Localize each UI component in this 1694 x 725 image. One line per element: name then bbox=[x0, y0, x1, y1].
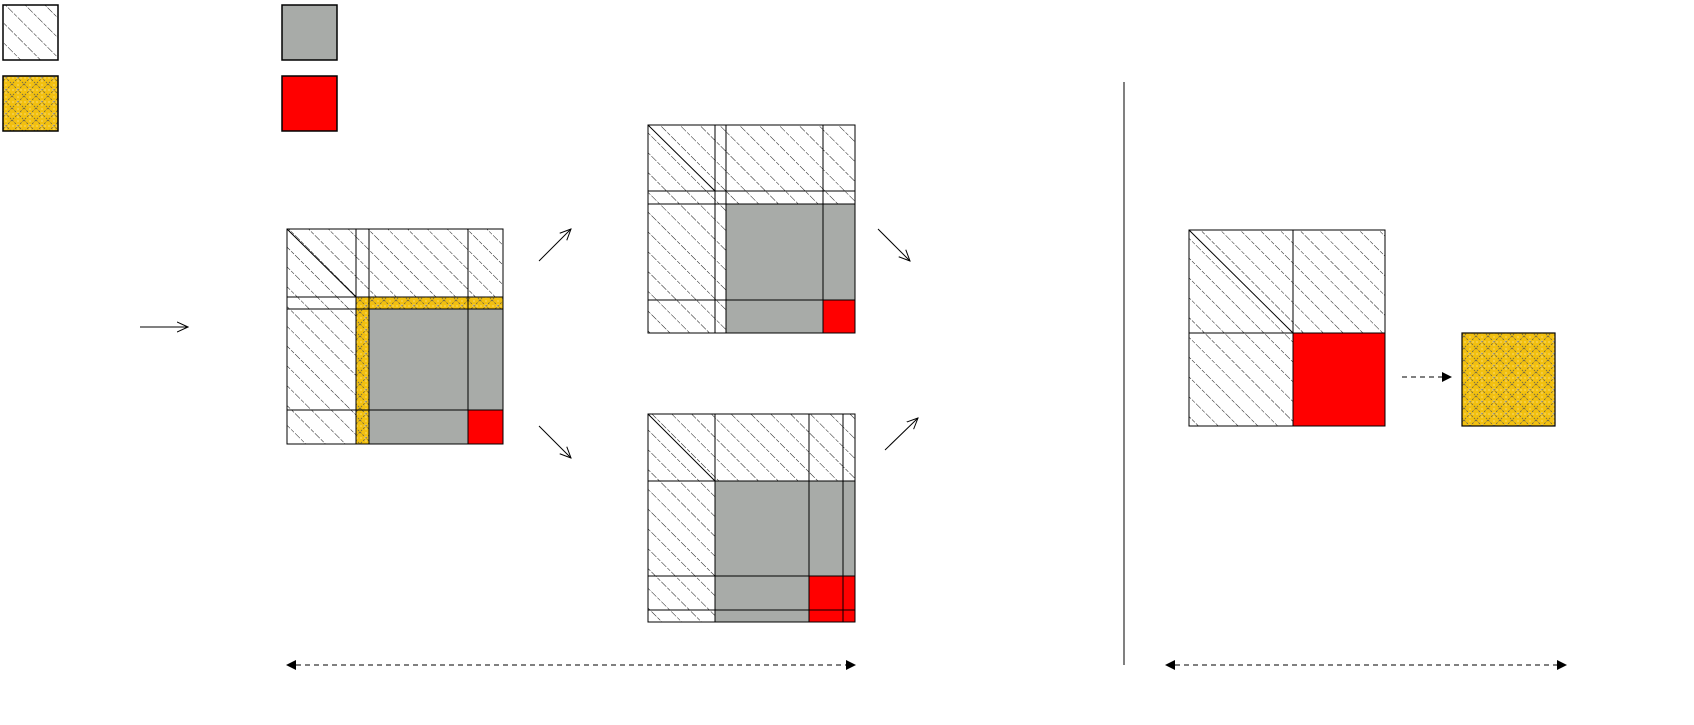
arrow-down-right-icon bbox=[538, 425, 571, 458]
matrix-d bbox=[1188, 229, 1386, 427]
result-yellow-block bbox=[1461, 332, 1556, 427]
matrix-d-red-block bbox=[1293, 333, 1385, 426]
matrix-d-diagonal bbox=[1188, 229, 1294, 334]
matrix-a bbox=[286, 228, 504, 445]
legend-swatch-gray bbox=[281, 4, 338, 61]
legend-swatch-crosshatch bbox=[2, 75, 59, 132]
legend-swatch-red bbox=[281, 75, 338, 132]
matrix-a-yellow-col bbox=[356, 297, 369, 444]
arrow-up-right-icon bbox=[884, 418, 918, 451]
arrow-up-right-icon bbox=[538, 229, 571, 262]
matrix-a-diagonal bbox=[286, 228, 357, 298]
matrix-c-red-block bbox=[809, 576, 855, 622]
legend-swatch-hatch bbox=[2, 4, 59, 61]
matrix-b-diagonal bbox=[647, 124, 716, 192]
arrow-down-right-icon bbox=[877, 228, 910, 261]
matrix-b bbox=[647, 124, 856, 334]
matrix-a-red-block bbox=[468, 410, 503, 444]
matrix-c-diagonal bbox=[647, 413, 716, 482]
matrix-a-yellow-row bbox=[356, 297, 503, 309]
legend bbox=[2, 4, 338, 132]
matrix-c bbox=[647, 413, 856, 623]
matrix-b-red-block bbox=[823, 300, 855, 333]
